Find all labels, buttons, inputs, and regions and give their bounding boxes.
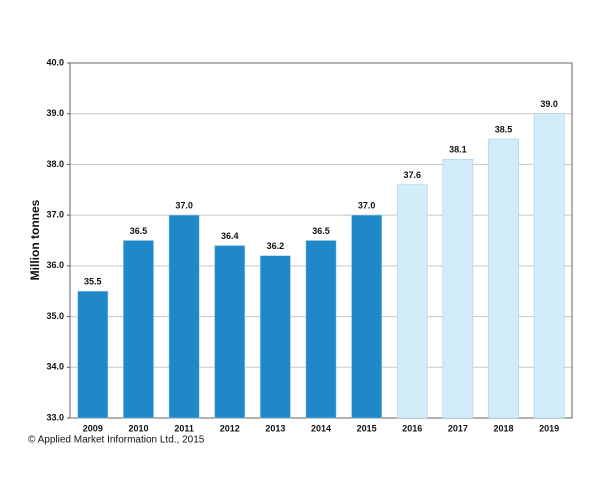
- value-label: 38.5: [495, 124, 513, 134]
- y-tick-label: 34.0: [46, 362, 64, 372]
- y-tick-label: 38.0: [46, 159, 64, 169]
- bar: [260, 255, 291, 419]
- x-tick-label: 2019: [539, 423, 559, 433]
- bar: [442, 159, 474, 419]
- bar: [123, 240, 154, 419]
- value-label: 35.5: [84, 277, 102, 287]
- x-tick-label: 2014: [311, 423, 331, 433]
- bar: [77, 290, 109, 419]
- value-label: 36.5: [312, 226, 330, 236]
- value-label: 39.0: [540, 99, 558, 109]
- x-tick-label: 2017: [448, 423, 468, 433]
- x-tick-label: 2018: [494, 423, 514, 433]
- x-tick-label: 2012: [220, 423, 240, 433]
- value-label: 37.0: [175, 201, 193, 211]
- value-label: 38.1: [449, 145, 467, 155]
- y-tick-label: 35.0: [46, 311, 64, 321]
- value-label: 37.6: [404, 170, 422, 180]
- bar: [396, 184, 428, 419]
- x-tick-label: 2015: [357, 423, 377, 433]
- bar: [305, 240, 337, 419]
- y-tick-label: 33.0: [46, 412, 64, 422]
- y-tick-label: 37.0: [46, 210, 64, 220]
- x-tick-label: 2013: [265, 423, 285, 433]
- x-tick-label: 2011: [174, 423, 194, 433]
- bar: [168, 214, 200, 419]
- x-tick-label: 2009: [83, 423, 103, 433]
- x-tick-label: 2016: [402, 423, 422, 433]
- bar: [214, 245, 246, 419]
- source-note: © Applied Market Information Ltd., 2015: [28, 435, 205, 446]
- y-tick-label: 39.0: [46, 108, 64, 118]
- bar: [488, 138, 519, 419]
- y-tick-label: 36.0: [46, 260, 64, 270]
- y-axis-label: Million tonnes: [28, 199, 42, 280]
- bar: [533, 113, 565, 419]
- value-label: 36.2: [267, 241, 285, 251]
- y-tick-label: 40.0: [46, 57, 64, 67]
- value-label: 36.4: [221, 231, 239, 241]
- value-label: 36.5: [130, 226, 148, 236]
- value-label: 37.0: [358, 201, 376, 211]
- bar: [351, 214, 382, 419]
- x-tick-label: 2010: [128, 423, 148, 433]
